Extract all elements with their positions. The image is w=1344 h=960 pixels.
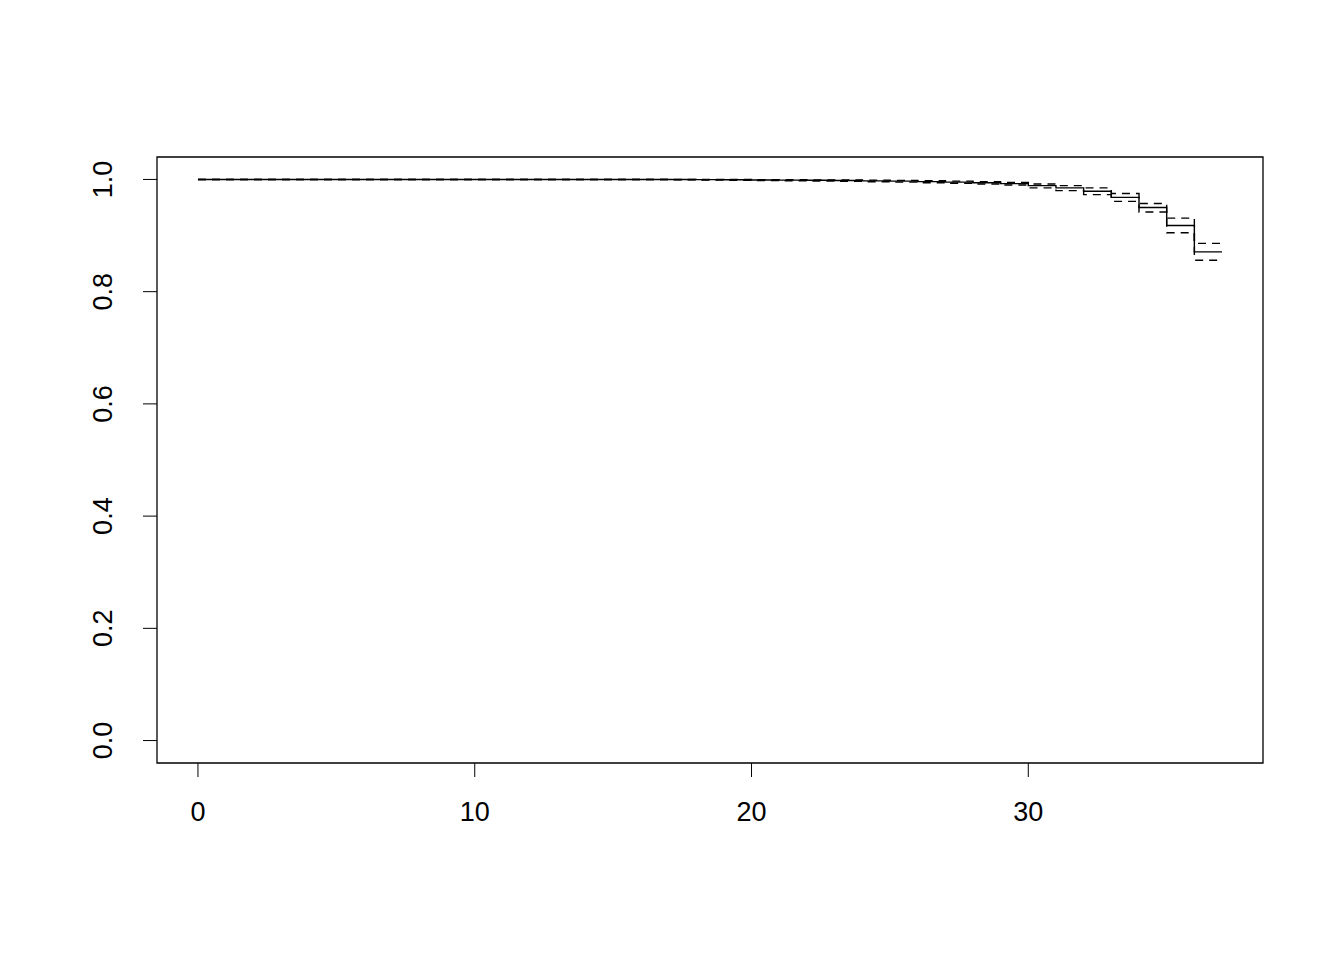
svg-text:30: 30: [1013, 797, 1043, 827]
svg-text:0.8: 0.8: [88, 273, 118, 311]
svg-text:10: 10: [460, 797, 490, 827]
svg-text:1.0: 1.0: [88, 161, 118, 199]
svg-text:0.0: 0.0: [88, 722, 118, 760]
svg-text:20: 20: [736, 797, 766, 827]
svg-text:0.6: 0.6: [88, 385, 118, 423]
svg-text:0: 0: [190, 797, 205, 827]
svg-text:0.2: 0.2: [88, 610, 118, 648]
svg-text:0.4: 0.4: [88, 497, 118, 535]
